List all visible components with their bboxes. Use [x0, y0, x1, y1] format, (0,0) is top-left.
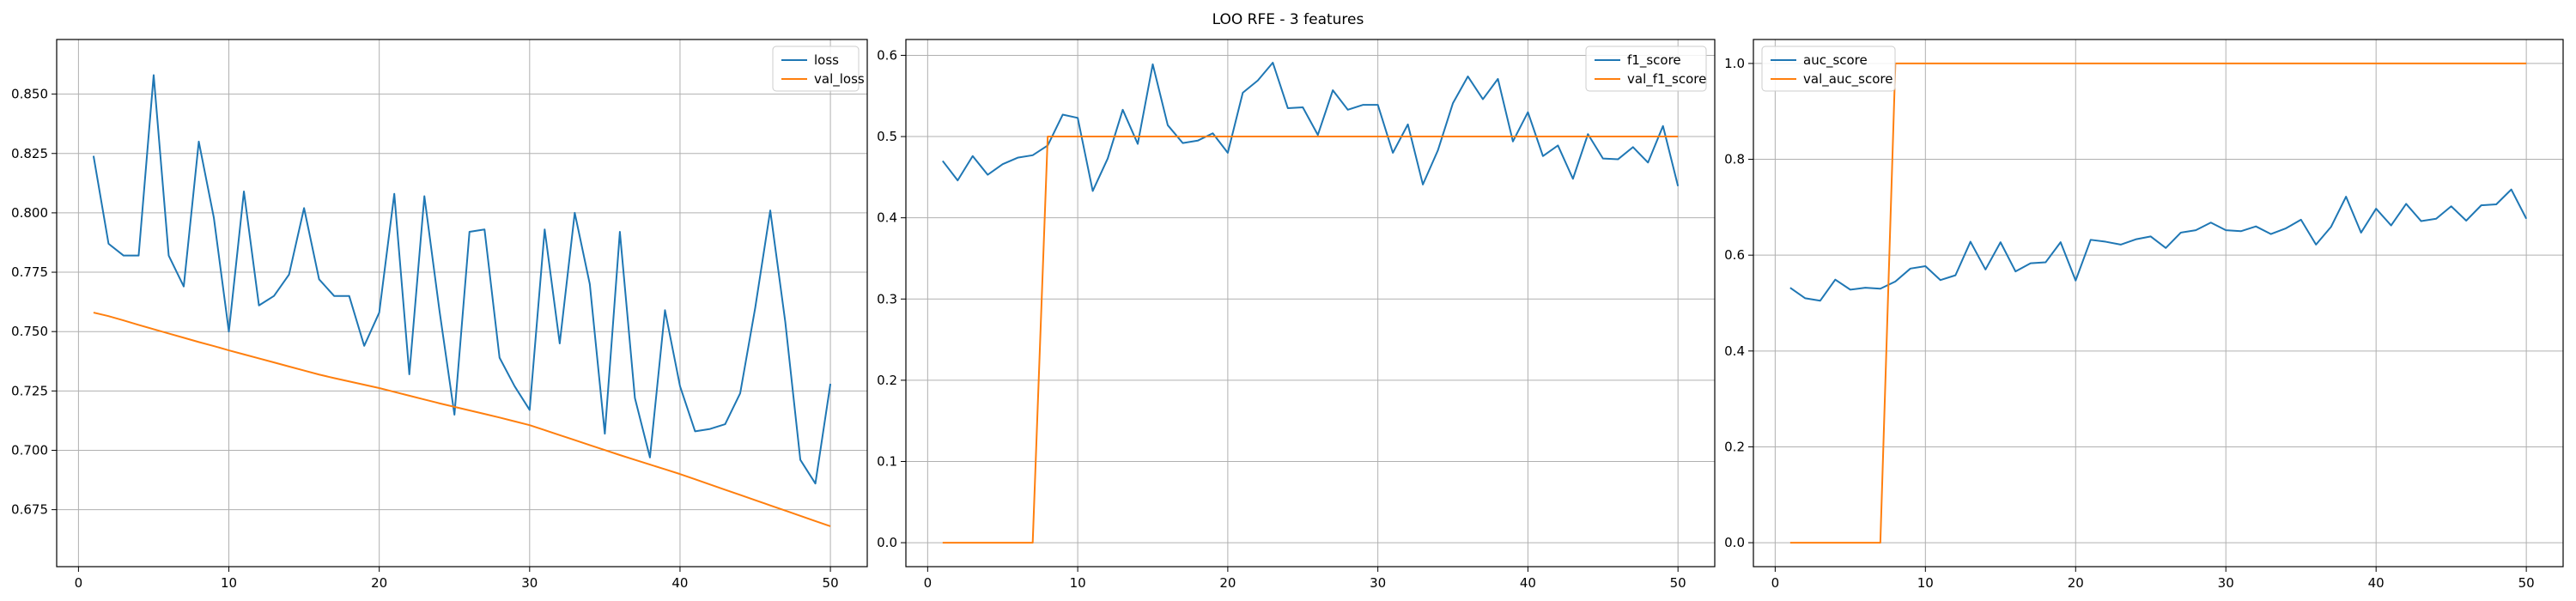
legend-label: val_auc_score [1803, 71, 1893, 88]
x-tick-label: 10 [1917, 575, 1934, 591]
legend-label: val_loss [814, 71, 865, 88]
y-tick-label: 0.800 [11, 205, 48, 221]
y-tick-label: 0.750 [11, 324, 48, 339]
axes-frame [905, 39, 1716, 568]
y-tick-label: 0.825 [11, 146, 48, 161]
y-tick-label: 0.2 [1724, 439, 1745, 454]
x-tick-label: 10 [1070, 575, 1086, 591]
figure-title: LOO RFE - 3 features [1212, 11, 1364, 28]
series-line-loss [92, 74, 832, 485]
series-line-f1-score [942, 61, 1680, 192]
y-tick-label: 0.725 [11, 383, 48, 398]
y-tick-label: 0.2 [877, 373, 897, 388]
x-tick-label: 50 [2518, 575, 2535, 591]
y-tick-label: 0.5 [877, 129, 897, 144]
y-tick-label: 0.0 [877, 535, 897, 550]
x-tick-label: 0 [924, 575, 933, 591]
axes-frame [56, 39, 868, 568]
legend: auc_score val_auc_score [1761, 46, 1896, 92]
legend: loss val_loss [772, 46, 865, 92]
x-tick-label: 20 [371, 575, 387, 591]
legend: f1_score val_f1_score [1585, 46, 1707, 92]
y-tick-label: 0.8 [1724, 152, 1745, 167]
series-line-val-f1-score [942, 136, 1679, 544]
x-tick-label: 0 [1771, 575, 1780, 591]
x-tick-label: 0 [75, 575, 83, 591]
series-line-auc-score [1789, 188, 2528, 302]
x-tick-label: 40 [1520, 575, 1536, 591]
series-line-val-auc-score [1789, 62, 2527, 544]
x-tick-label: 50 [823, 575, 839, 591]
y-tick-label: 0.4 [877, 210, 897, 226]
chart-panel-1: 0 10 20 30 40 50 0.675 0.700 0.725 0.750 0.775 0.80… [11, 39, 868, 591]
legend-label: loss [814, 52, 839, 68]
y-tick-label: 0.775 [11, 264, 48, 280]
chart-panel-2: 0 10 20 30 40 50 0.0 0.1 0.2 0.3 0.4 0.5 0.6 f1_score… [877, 39, 1716, 591]
y-tick-label: 0.0 [1724, 535, 1745, 550]
x-tick-label: 30 [1370, 575, 1386, 591]
x-tick-label: 20 [2068, 575, 2084, 591]
y-tick-label: 0.3 [877, 291, 897, 307]
y-tick-label: 0.4 [1724, 343, 1745, 359]
x-tick-label: 40 [671, 575, 688, 591]
x-tick-label: 50 [1670, 575, 1686, 591]
x-tick-label: 30 [521, 575, 538, 591]
y-tick-label: 0.6 [1724, 247, 1745, 263]
y-tick-label: 0.850 [11, 87, 48, 102]
axes-frame [1753, 39, 2564, 568]
y-tick-label: 0.675 [11, 502, 48, 518]
series-line-val-loss [93, 312, 831, 527]
y-tick-label: 0.6 [877, 47, 897, 63]
legend-label: f1_score [1627, 52, 1681, 69]
x-tick-label: 20 [1219, 575, 1236, 591]
x-tick-label: 40 [2368, 575, 2385, 591]
y-tick-label: 1.0 [1724, 56, 1745, 71]
legend-label: val_f1_score [1627, 71, 1706, 88]
chart-panel-3: 0 10 20 30 40 50 0.0 0.2 0.4 0.6 0.8 1.0 auc_scoreva… [1724, 39, 2564, 591]
x-tick-label: 10 [221, 575, 237, 591]
x-tick-label: 30 [2218, 575, 2234, 591]
legend-label: auc_score [1803, 52, 1868, 69]
y-tick-label: 0.700 [11, 442, 48, 458]
y-tick-label: 0.1 [877, 453, 897, 469]
